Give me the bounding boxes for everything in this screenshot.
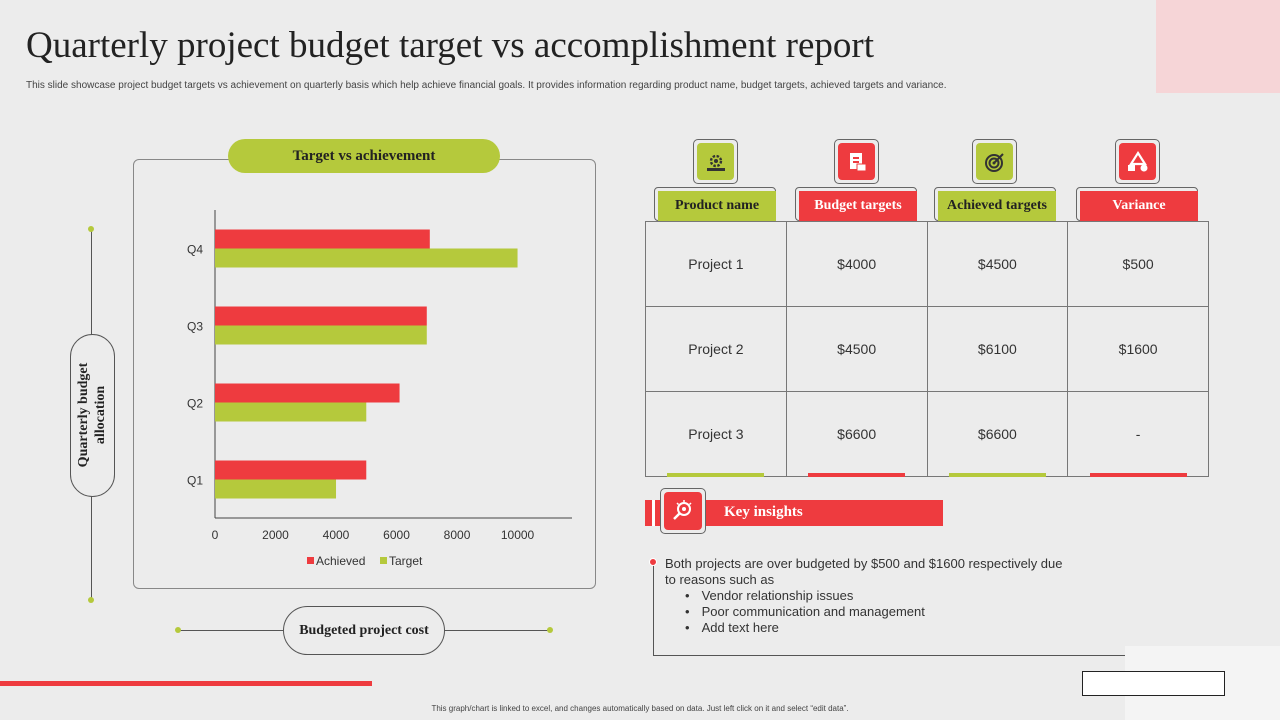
header-budget-targets: Budget targets — [799, 191, 917, 221]
bar-achieved — [215, 306, 427, 326]
budget-targets-icon-box — [834, 139, 879, 184]
column-underline — [667, 473, 764, 477]
table-cell: $1600 — [1067, 306, 1209, 392]
table-cell: - — [1067, 391, 1209, 477]
column-underline — [1090, 473, 1187, 477]
key-insights-stripe — [652, 500, 655, 526]
decoration-dot — [88, 597, 94, 603]
chart-title-pill: Target vs achievement — [228, 139, 500, 173]
bar-achieved — [215, 460, 367, 480]
legend-swatch — [307, 557, 314, 564]
x-tick-label: 2000 — [262, 528, 289, 542]
legend-label: Target — [389, 554, 423, 568]
column-underline — [949, 473, 1046, 477]
search-insight-icon — [673, 500, 692, 520]
table-cell: $6100 — [926, 306, 1069, 392]
table-cell: $4500 — [785, 306, 928, 392]
table-cell: $6600 — [785, 391, 928, 477]
decoration-dot — [88, 226, 94, 232]
key-insights-title: Key insights — [724, 504, 803, 520]
bar-target — [215, 402, 367, 422]
page-title: Quarterly project budget target vs accom… — [26, 25, 874, 66]
y-axis-pill — [70, 334, 115, 497]
header-achieved-targets: Achieved targets — [938, 191, 1056, 221]
x-axis-pill: Budgeted project cost — [283, 606, 445, 655]
legend-swatch — [380, 557, 387, 564]
header-variance: Variance — [1080, 191, 1198, 221]
header-product-name: Product name — [658, 191, 776, 221]
insight-text: Both projects are over budgeted by $500 … — [665, 556, 1063, 587]
bar-target — [215, 479, 337, 499]
y-tick-label: Q4 — [187, 243, 203, 257]
insights-bullet-dot — [649, 558, 657, 566]
shapes-icon — [1127, 150, 1147, 171]
insights-connector-horizontal — [653, 655, 1205, 656]
insights-connector-vertical — [653, 563, 654, 656]
x-tick-label: 8000 — [444, 528, 471, 542]
table-cell: $4500 — [926, 221, 1069, 307]
footnote: This graph/chart is linked to excel, and… — [431, 704, 849, 713]
list-item: Vendor relationship issues — [702, 588, 1065, 604]
table-cell: Project 3 — [645, 391, 787, 477]
x-tick-label: 0 — [212, 528, 219, 542]
bar-target — [215, 325, 427, 345]
table-cell: $6600 — [926, 391, 1069, 477]
variance-icon-box — [1115, 139, 1160, 184]
decoration-dot — [547, 627, 553, 633]
empty-text-box[interactable] — [1082, 671, 1225, 696]
key-insights-icon-box — [660, 488, 706, 534]
decorative-corner — [1156, 0, 1280, 93]
x-tick-label: 6000 — [383, 528, 410, 542]
table-cell: Project 2 — [645, 306, 787, 392]
y-tick-label: Q2 — [187, 397, 203, 411]
budget-document-icon — [849, 152, 866, 171]
y-tick-label: Q3 — [187, 320, 203, 334]
x-tick-label: 10000 — [501, 528, 535, 542]
target-icon — [984, 152, 1004, 172]
bar-achieved — [215, 229, 430, 249]
bar-target — [215, 248, 518, 268]
list-item: Add text here — [702, 620, 1065, 636]
key-insights-body: Both projects are over budgeted by $500 … — [665, 556, 1065, 636]
page-subtitle: This slide showcase project budget targe… — [26, 80, 947, 91]
table-cell: Project 1 — [645, 221, 787, 307]
budget-table: Project 1 $4000 $4500 $500 Project 2 $45… — [645, 221, 1209, 477]
insight-bullets: Vendor relationship issues Poor communic… — [665, 588, 1065, 636]
gear-settings-icon — [706, 154, 725, 171]
x-tick-label: 4000 — [323, 528, 350, 542]
bar-achieved — [215, 383, 400, 403]
decoration-dot — [175, 627, 181, 633]
table-row: Project 1 $4000 $4500 $500 — [645, 221, 1209, 307]
table-cell: $4000 — [785, 221, 928, 307]
legend-label: Achieved — [316, 554, 365, 568]
product-name-icon-box — [693, 139, 738, 184]
achieved-targets-icon-box — [972, 139, 1017, 184]
table-cell: $500 — [1067, 221, 1209, 307]
y-tick-label: Q1 — [187, 474, 203, 488]
footer-accent-line — [0, 681, 372, 686]
column-underline — [808, 473, 905, 477]
table-row: Project 3 $6600 $6600 - — [645, 391, 1209, 477]
table-row: Project 2 $4500 $6100 $1600 — [645, 306, 1209, 392]
list-item: Poor communication and management — [702, 604, 1065, 620]
